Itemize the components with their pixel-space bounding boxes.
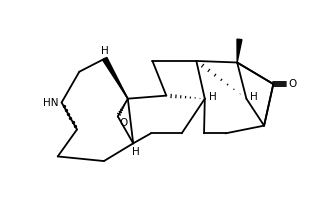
Text: H: H (132, 147, 140, 157)
Polygon shape (103, 57, 128, 99)
Text: H: H (250, 92, 258, 102)
Text: O: O (288, 79, 297, 89)
Text: H: H (101, 46, 108, 56)
Polygon shape (237, 39, 242, 62)
Text: O: O (120, 118, 128, 128)
Text: H: H (209, 92, 216, 102)
Text: HN: HN (43, 98, 59, 108)
